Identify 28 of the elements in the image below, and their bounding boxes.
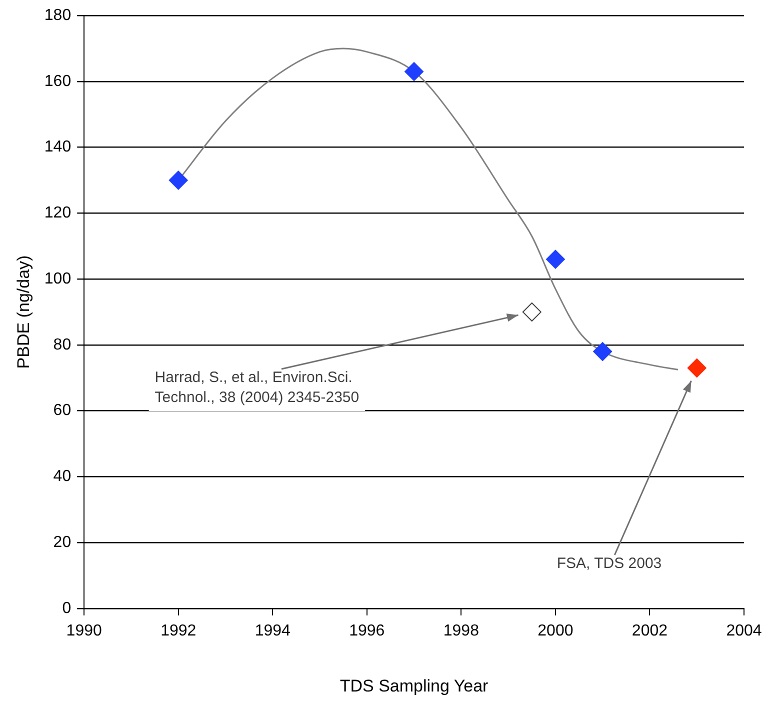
y-tick-label: 100 (44, 270, 72, 288)
point (522, 302, 542, 322)
y-axis-title: PBDE (ng/day) (14, 255, 33, 369)
point (687, 358, 706, 378)
x-tick-label: 2004 (726, 622, 762, 640)
x-tick-label: 1990 (66, 622, 102, 640)
x-tick-label: 1992 (160, 622, 196, 640)
y-tick-label: 140 (44, 138, 72, 156)
y-tick-label: 160 (44, 72, 72, 90)
annotation: Harrad, S., et al., Environ.Sci. Technol., 38 (2004) 2345-2350 (154, 369, 360, 406)
x-tick-label: 2000 (538, 622, 574, 640)
y-tick-label: 0 (62, 600, 72, 617)
y-tick-label: 80 (53, 336, 72, 354)
x-tick-label: 1998 (443, 622, 480, 640)
point (546, 250, 565, 269)
annotation: FSA, TDS 2003 (556, 554, 662, 572)
x-tick-label: 2002 (632, 622, 668, 640)
x-tick-label: 1996 (349, 622, 385, 640)
point (593, 342, 612, 362)
y-tick-label: 20 (53, 534, 72, 551)
point (168, 170, 188, 190)
y-tick-label: 60 (53, 402, 72, 420)
y-tick-label: 180 (44, 7, 72, 24)
y-tick-label: 120 (44, 204, 72, 222)
point (404, 62, 424, 82)
y-tick-label: 40 (53, 468, 72, 486)
x-tick-label: 1994 (254, 622, 291, 640)
x-axis-title: TDS Sampling Year (340, 676, 489, 696)
